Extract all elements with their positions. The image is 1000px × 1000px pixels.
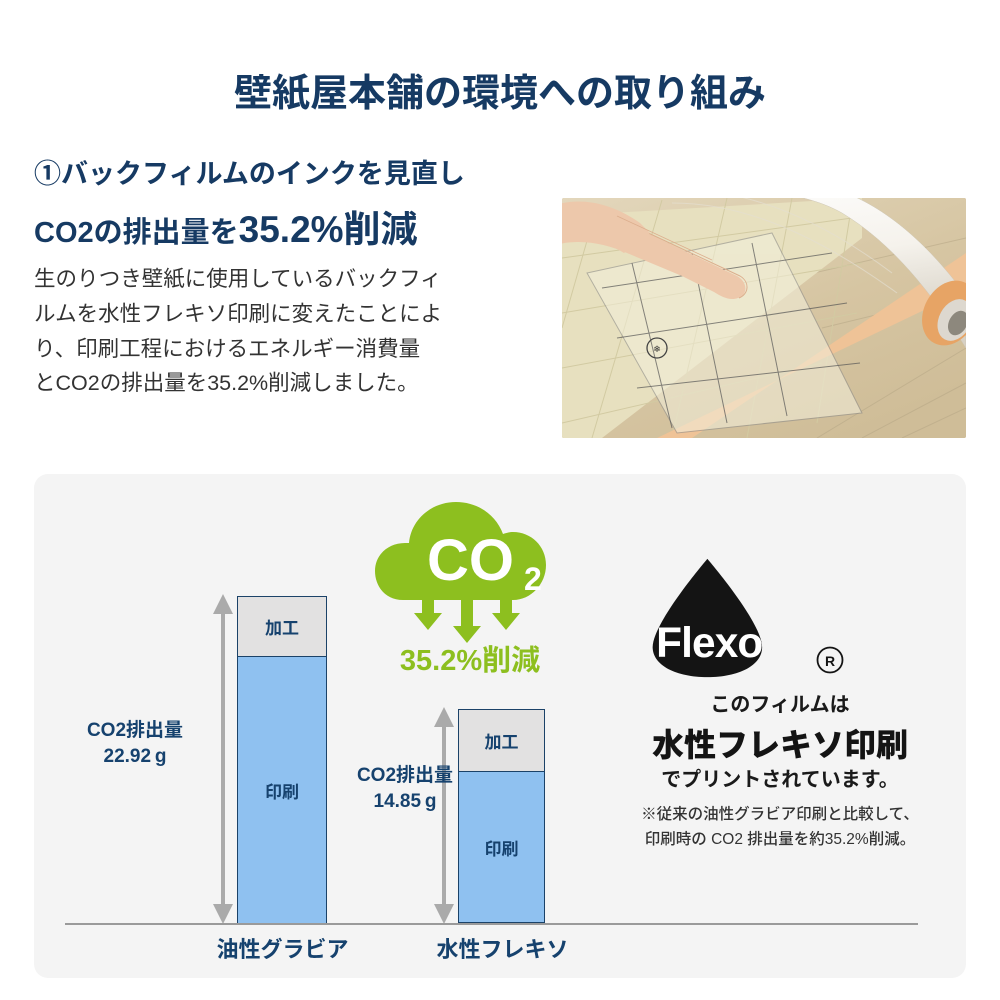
svg-text:Flexo: Flexo xyxy=(656,619,762,666)
svg-text:2: 2 xyxy=(524,561,542,597)
svg-text:CO: CO xyxy=(427,528,514,593)
svg-text:R: R xyxy=(825,653,835,669)
